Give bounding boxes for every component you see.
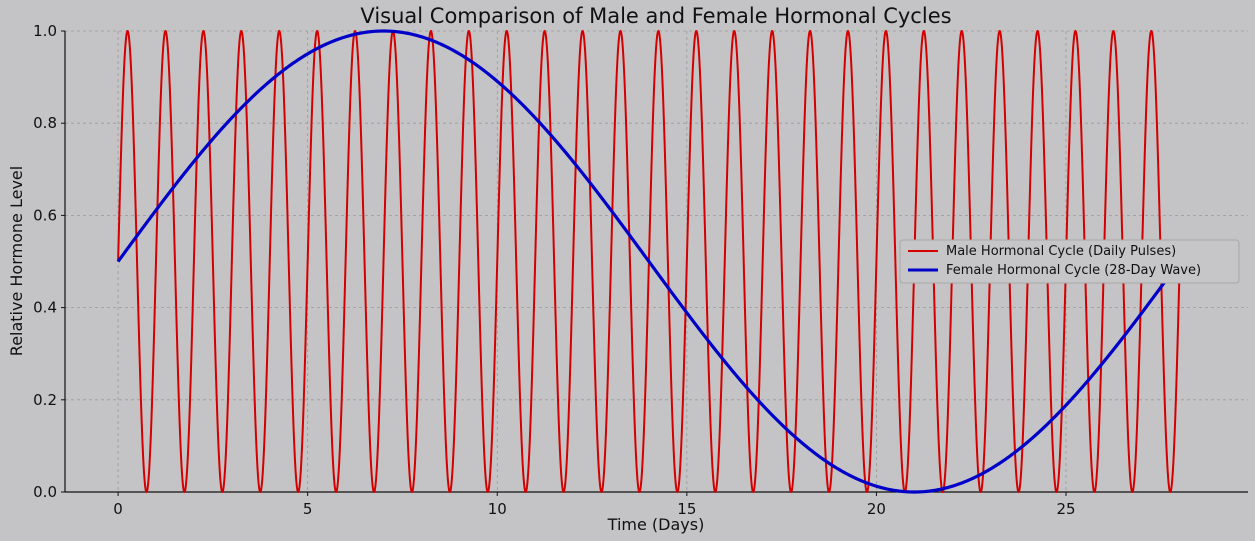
x-tick-label: 15: [677, 500, 696, 518]
y-tick-label: 0.2: [33, 391, 57, 409]
y-tick-label: 1.0: [33, 22, 57, 40]
legend: Male Hormonal Cycle (Daily Pulses) Femal…: [899, 239, 1240, 284]
series-female: [116, 29, 1182, 494]
axes: [61, 30, 1248, 496]
x-tick-label: 25: [1056, 500, 1075, 518]
legend-label-female: Female Hormonal Cycle (28-Day Wave): [946, 263, 1201, 278]
y-tick-label: 0.6: [33, 206, 57, 224]
y-tick-label: 0.8: [33, 114, 57, 132]
x-tick-label: 10: [488, 500, 507, 518]
y-tick-label: 0.4: [33, 299, 57, 317]
y-tick-label: 0.0: [33, 483, 57, 501]
x-tick-label: 20: [867, 500, 886, 518]
x-tick-label: 5: [303, 500, 313, 518]
y-axis-label: Relative Hormone Level: [7, 166, 26, 356]
series-layer: [116, 29, 1182, 494]
tick-labels: 0 5 10 15 20 25 0.0 0.2 0.4 0.6 0.8 1.0: [33, 22, 1075, 518]
legend-label-male: Male Hormonal Cycle (Daily Pulses): [946, 244, 1176, 259]
chart-title: Visual Comparison of Male and Female Hor…: [360, 4, 951, 28]
x-axis-label: Time (Days): [607, 515, 705, 534]
x-tick-label: 0: [113, 500, 123, 518]
legend-box: [899, 239, 1240, 284]
